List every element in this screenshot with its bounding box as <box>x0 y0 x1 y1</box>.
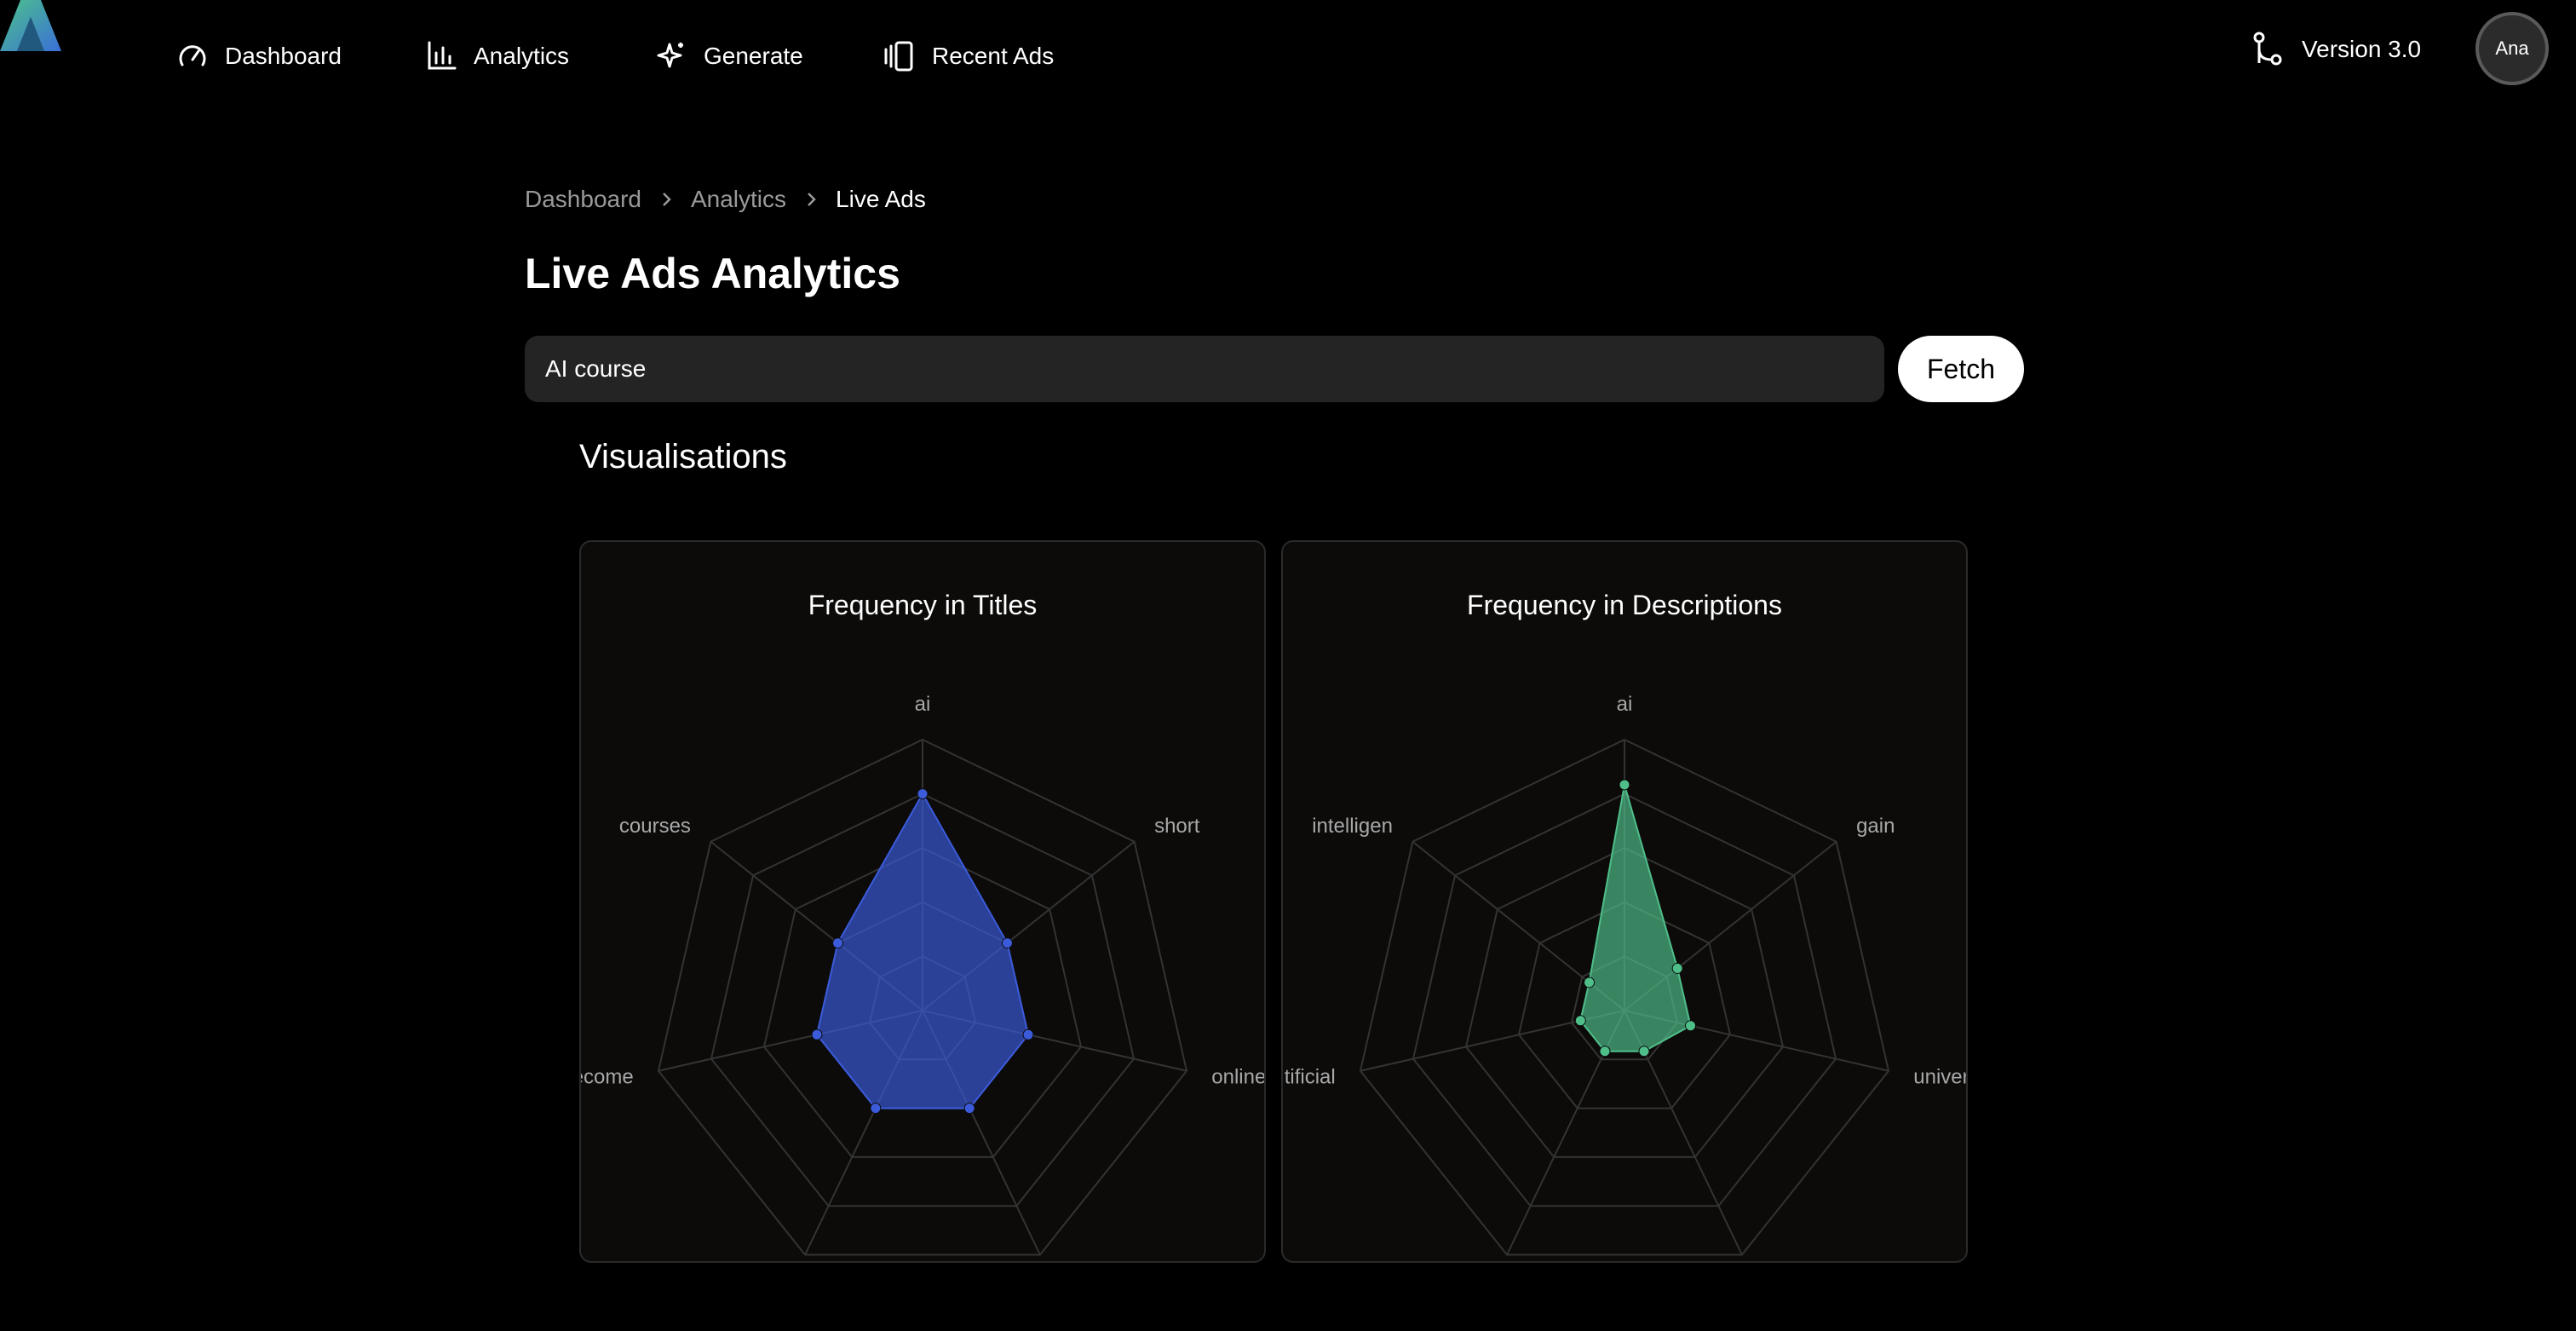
data-point[interactable] <box>1022 1028 1034 1040</box>
data-point[interactable] <box>1574 1015 1586 1027</box>
app-logo[interactable] <box>0 0 61 51</box>
nav-generate[interactable]: Generate <box>654 32 803 80</box>
breadcrumb-live-ads: Live Ads <box>836 186 926 212</box>
sparkles-icon <box>657 43 683 68</box>
data-point[interactable] <box>1671 962 1683 974</box>
data-point[interactable] <box>963 1103 975 1115</box>
data-point[interactable] <box>917 788 929 800</box>
breadcrumb-dashboard[interactable]: Dashboard <box>525 186 641 212</box>
data-point[interactable] <box>1685 1020 1697 1032</box>
version-label: Version 3.0 <box>2302 36 2422 62</box>
grid-ring <box>1359 738 1890 1256</box>
data-point[interactable] <box>832 937 844 949</box>
nav-dashboard-label: Dashboard <box>225 43 342 69</box>
avatar[interactable]: Ana <box>2475 12 2549 85</box>
version-indicator[interactable]: Version 3.0 <box>2251 26 2421 73</box>
data-point[interactable] <box>1619 779 1630 791</box>
axis-label: tificial <box>1285 1065 1336 1088</box>
section-title: Visualisations <box>579 438 787 475</box>
radar-chart-descriptions: aigainuniversoftwaresolutionstificialint… <box>1285 693 1966 1256</box>
grid-ring <box>1412 792 1837 1207</box>
grid-ring <box>1464 847 1785 1158</box>
gallery-icon <box>884 41 913 72</box>
breadcrumb: Dashboard Analytics Live Ads <box>525 186 926 213</box>
data-point[interactable] <box>1599 1046 1611 1057</box>
axis-label: ai <box>915 693 931 716</box>
data-point[interactable] <box>1001 937 1013 949</box>
axis-label: ai <box>1617 693 1633 716</box>
axis-label: courses <box>619 815 691 838</box>
chart-card-descriptions: Frequency in Descriptions aigainuniverso… <box>1281 540 1968 1263</box>
fetch-button[interactable]: Fetch <box>1898 336 2024 402</box>
axis-label: univer <box>1913 1065 1966 1088</box>
grid-ring <box>762 847 1083 1158</box>
gauge-icon <box>179 45 206 66</box>
axis-label: short <box>1154 815 1200 838</box>
search-input[interactable] <box>525 336 1884 402</box>
data-point[interactable] <box>870 1103 882 1115</box>
radar-chart-titles: aishortonlineartificialintelligenecomeco… <box>581 693 1264 1256</box>
nav-analytics-label: Analytics <box>474 43 570 69</box>
axis-label: online <box>1211 1065 1264 1088</box>
axis-label: intelligen <box>1312 815 1393 838</box>
data-point[interactable] <box>1638 1046 1650 1057</box>
grid-ring <box>710 792 1136 1207</box>
axis-label: gain <box>1856 815 1895 838</box>
breadcrumb-analytics[interactable]: Analytics <box>690 186 787 212</box>
data-point[interactable] <box>811 1028 823 1040</box>
nav-generate-label: Generate <box>704 43 803 69</box>
git-branch-icon <box>2253 32 2282 66</box>
data-point[interactable] <box>1584 977 1596 988</box>
bar-chart-icon <box>428 41 457 70</box>
chart-title: Frequency in Titles <box>808 590 1038 620</box>
series-area <box>1579 784 1692 1052</box>
grid-ring <box>1517 901 1732 1109</box>
chevron-right-icon <box>808 193 816 206</box>
grid-ring <box>657 738 1188 1256</box>
chevron-right-icon <box>663 193 671 206</box>
series-area <box>815 792 1030 1109</box>
nav-recent-ads-label: Recent Ads <box>932 43 1055 69</box>
chart-title: Frequency in Descriptions <box>1467 590 1782 620</box>
nav-analytics[interactable]: Analytics <box>424 32 569 80</box>
nav-recent-ads[interactable]: Recent Ads <box>883 32 1054 80</box>
page-title: Live Ads Analytics <box>525 250 900 297</box>
chart-card-titles: Frequency in Titles aishortonlineartific… <box>579 540 1266 1263</box>
nav-dashboard[interactable]: Dashboard <box>175 32 342 80</box>
